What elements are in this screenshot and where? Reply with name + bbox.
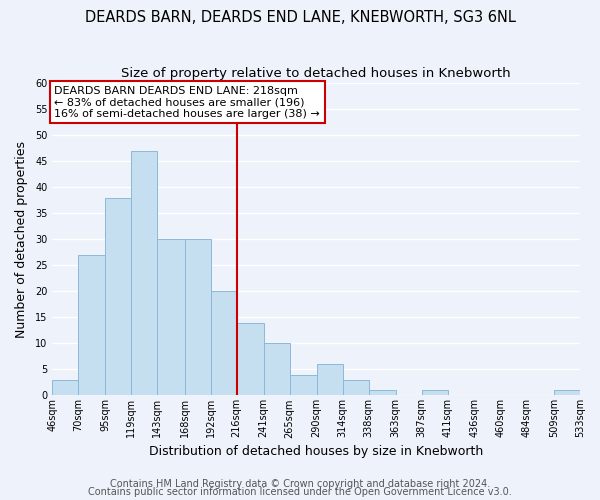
Bar	[157, 239, 185, 396]
Text: Contains public sector information licensed under the Open Government Licence v3: Contains public sector information licen…	[88, 487, 512, 497]
Bar	[52, 380, 79, 396]
Bar	[131, 150, 157, 396]
Bar	[290, 374, 317, 396]
Text: DEARDS BARN DEARDS END LANE: 218sqm
← 83% of detached houses are smaller (196)
1: DEARDS BARN DEARDS END LANE: 218sqm ← 83…	[55, 86, 320, 119]
Bar	[185, 239, 211, 396]
Text: DEARDS BARN, DEARDS END LANE, KNEBWORTH, SG3 6NL: DEARDS BARN, DEARDS END LANE, KNEBWORTH,…	[85, 10, 515, 25]
X-axis label: Distribution of detached houses by size in Knebworth: Distribution of detached houses by size …	[149, 444, 483, 458]
Bar	[343, 380, 369, 396]
Bar	[554, 390, 580, 396]
Title: Size of property relative to detached houses in Knebworth: Size of property relative to detached ho…	[121, 68, 511, 80]
Bar	[236, 322, 263, 396]
Bar	[211, 292, 236, 396]
Text: Contains HM Land Registry data © Crown copyright and database right 2024.: Contains HM Land Registry data © Crown c…	[110, 479, 490, 489]
Y-axis label: Number of detached properties: Number of detached properties	[15, 140, 28, 338]
Bar	[263, 344, 290, 396]
Bar	[79, 255, 106, 396]
Bar	[106, 198, 131, 396]
Bar	[369, 390, 396, 396]
Bar	[422, 390, 448, 396]
Bar	[317, 364, 343, 396]
